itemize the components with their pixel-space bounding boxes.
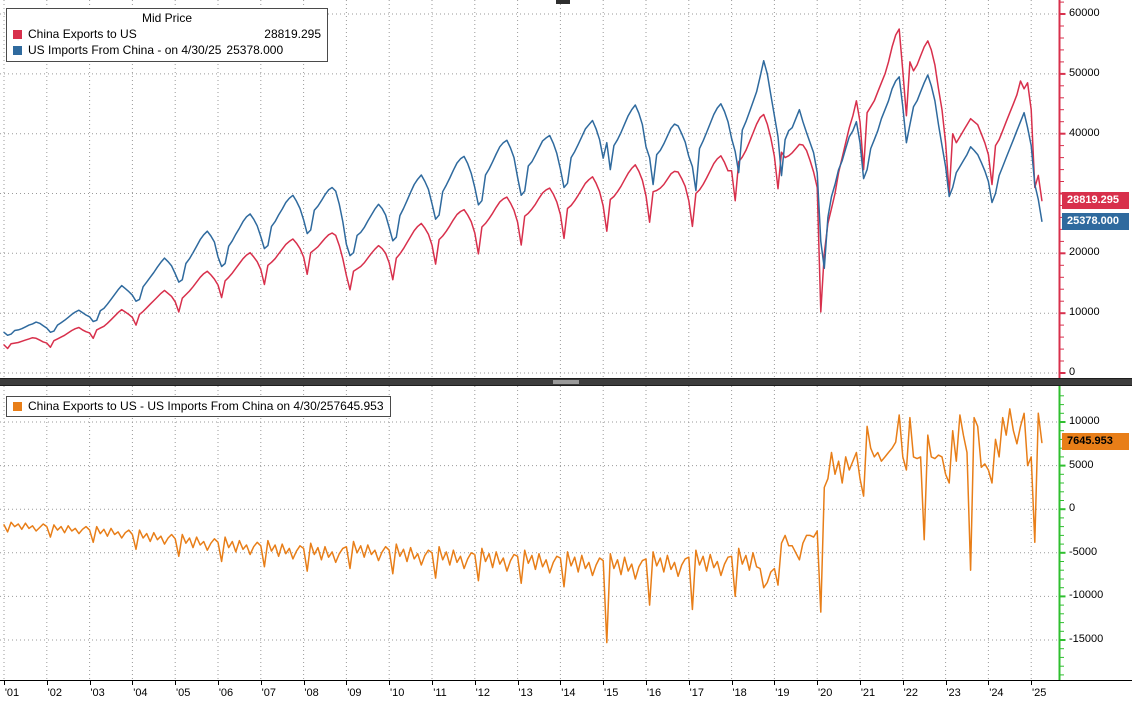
x-tick-label: '12	[475, 687, 490, 699]
x-tick-mark	[646, 681, 647, 685]
x-tick-mark	[4, 681, 5, 685]
x-tick-label: '23	[946, 687, 961, 699]
x-tick-label: '15	[604, 687, 619, 699]
x-tick-label: '14	[561, 687, 576, 699]
price-axis-bottom[interactable]: 7645.953 -15000 -10000 -5000 0 5000 10000	[1060, 386, 1132, 680]
x-tick-label: '20	[818, 687, 833, 699]
y-tick-label: 10000	[1069, 306, 1100, 318]
legend-row-imports: US Imports From China - on 4/30/25 25378…	[13, 42, 321, 58]
x-tick-label: '24	[989, 687, 1004, 699]
spread-panel[interactable]: China Exports to US - US Imports From Ch…	[0, 386, 1066, 680]
x-tick-mark	[945, 681, 947, 685]
legend-spread[interactable]: China Exports to US - US Imports From Ch…	[6, 396, 391, 417]
x-tick-mark	[817, 681, 819, 685]
x-tick-label: '16	[646, 687, 662, 699]
x-tick-mark	[132, 681, 134, 685]
legend-title: Mid Price	[141, 11, 192, 25]
series-line-0	[3, 408, 1043, 644]
imports-series-label: US Imports From China - on 4/30/25	[28, 43, 222, 57]
legend-mid-price[interactable]: Mid Price China Exports to US 28819.295 …	[6, 8, 328, 62]
y-tick-label: 5000	[1069, 459, 1094, 471]
y-tick-label: 40000	[1069, 127, 1100, 139]
x-tick-mark	[1031, 681, 1033, 685]
x-tick-label: '25	[1032, 687, 1047, 699]
x-tick-mark	[603, 681, 605, 685]
x-tick-label: '01	[4, 687, 20, 699]
exports-series-value: 28819.295	[264, 27, 321, 41]
x-tick-mark	[474, 681, 476, 685]
x-tick-label: '04	[133, 687, 148, 699]
x-tick-label: '11	[433, 687, 447, 699]
y-tick-label: 0	[1069, 502, 1076, 514]
x-tick-mark	[303, 681, 305, 685]
x-tick-label: '10	[390, 687, 405, 699]
price-axis-top[interactable]: 28819.295 25378.000 0 10000 20000 40000 5000…	[1060, 0, 1132, 378]
x-tick-mark	[218, 681, 219, 685]
exports-series-label: China Exports to US	[28, 27, 137, 41]
x-tick-label: '03	[90, 687, 105, 699]
x-tick-mark	[432, 681, 433, 685]
bottom-panel-plot[interactable]	[0, 386, 1066, 680]
last-price-badge-exports: 28819.295	[1062, 192, 1129, 209]
x-tick-mark	[688, 681, 690, 685]
panel-top-grip[interactable]	[556, 0, 570, 4]
x-tick-mark	[175, 681, 177, 685]
spread-series-value: 7645.953	[333, 399, 384, 413]
series-line-0	[3, 28, 1043, 350]
x-tick-label: '07	[261, 687, 276, 699]
x-tick-mark	[260, 681, 262, 685]
panel-splitter[interactable]	[0, 378, 1132, 386]
spread-series-label: China Exports to US - US Imports From Ch…	[28, 399, 334, 413]
y-tick-label: 50000	[1069, 67, 1100, 79]
y-tick-label: -10000	[1069, 589, 1104, 601]
x-tick-mark	[346, 681, 348, 685]
y-tick-label: 10000	[1069, 415, 1100, 427]
series-line-1	[3, 59, 1043, 337]
x-tick-label: '02	[47, 687, 62, 699]
x-tick-label: '06	[218, 687, 234, 699]
imports-series-swatch-icon	[13, 45, 22, 55]
x-tick-mark	[46, 681, 48, 685]
x-tick-label: '17	[689, 687, 704, 699]
exports-series-swatch-icon	[13, 29, 22, 39]
x-tick-label: '21	[860, 687, 876, 699]
x-tick-label: '19	[775, 687, 790, 699]
x-tick-mark	[731, 681, 733, 685]
x-tick-mark	[774, 681, 776, 685]
y-tick-label: -15000	[1069, 633, 1104, 645]
y-tick-label: 20000	[1069, 246, 1100, 258]
splitter-grip-icon[interactable]	[553, 380, 579, 384]
last-price-badge-imports: 25378.000	[1062, 213, 1129, 230]
legend-row-exports: China Exports to US 28819.295	[13, 26, 321, 42]
last-price-badge-spread: 7645.953	[1062, 433, 1129, 450]
x-tick-label: '08	[304, 687, 319, 699]
x-tick-label: '09	[347, 687, 362, 699]
x-tick-label: '22	[903, 687, 918, 699]
time-axis[interactable]: '01 '02 '03 '04 '05 '06 '07 '08 '09 '10 '11 '12 '13 '…	[0, 680, 1132, 706]
y-tick-label: 60000	[1069, 7, 1100, 19]
x-tick-mark	[860, 681, 861, 685]
x-tick-mark	[988, 681, 990, 685]
x-tick-mark	[517, 681, 519, 685]
imports-series-value: 25378.000	[226, 43, 284, 57]
x-tick-mark	[902, 681, 904, 685]
spread-series-swatch-icon	[13, 402, 22, 412]
x-tick-mark	[89, 681, 91, 685]
y-tick-label: 0	[1069, 366, 1076, 378]
x-tick-label: '18	[732, 687, 747, 699]
x-tick-label: '13	[518, 687, 533, 699]
x-tick-mark	[560, 681, 562, 685]
y-tick-label: -5000	[1069, 546, 1098, 558]
x-tick-label: '05	[176, 687, 191, 699]
x-tick-mark	[389, 681, 391, 685]
top-price-panel[interactable]: Mid Price China Exports to US 28819.295 …	[0, 0, 1066, 378]
